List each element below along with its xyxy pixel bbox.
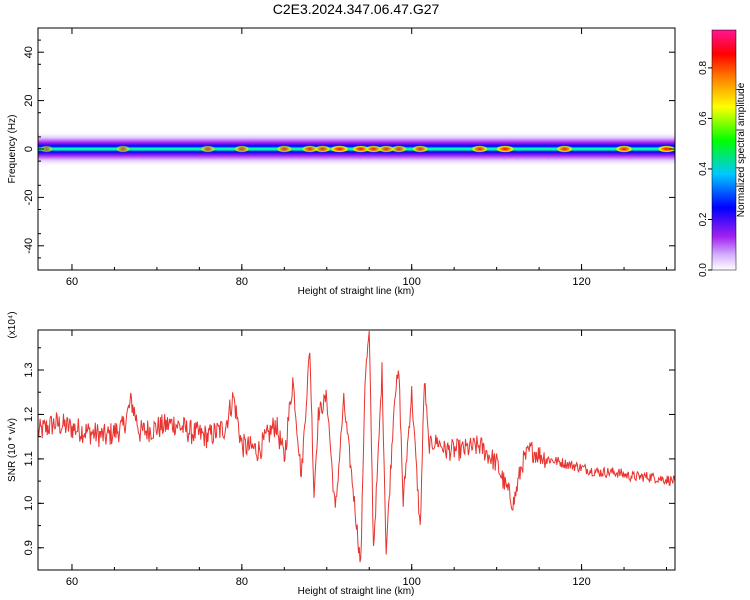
snr-ticks: 60 80 100 120 1.3 1.2 1.1 1.0 0.9 [23, 330, 675, 588]
snr-line-layer [38, 330, 675, 563]
y-tick-label: 1.0 [23, 496, 35, 511]
snr-series-line [38, 330, 675, 563]
hotspot-mark [314, 145, 332, 153]
hotspot-mark [39, 145, 54, 153]
hotspot-mark [377, 145, 395, 153]
hotspot-mark [470, 145, 489, 153]
hotspot-mark [555, 145, 574, 153]
x-tick-label: 60 [66, 576, 78, 588]
snr-ylabel: SNR (10 * v/v) [7, 418, 18, 482]
y-tick-label: 1.2 [23, 407, 35, 422]
x-tick-label: 100 [403, 576, 421, 588]
hotspot-mark [276, 145, 293, 153]
colorbar-label: Normalized spectral amplitude [736, 82, 747, 217]
x-tick-label: 80 [236, 576, 248, 588]
snr-plot-area [38, 330, 675, 570]
y-tick-label: 0 [23, 146, 35, 152]
colorbar-tick-label: 0.0 [698, 263, 709, 277]
hotspot-mark [364, 145, 383, 153]
hotspot-mark [301, 145, 319, 153]
hotspot-mark [329, 145, 350, 153]
snr-frame [37, 329, 676, 571]
y-tick-label: 40 [23, 46, 35, 58]
y-tick-label: 1.1 [23, 451, 35, 466]
colorbar-ticks: 0.0 0.2 0.4 0.6 0.8 [698, 61, 712, 277]
y-tick-label: -40 [23, 238, 35, 254]
y-tick-label: 0.9 [23, 540, 35, 555]
colorbar-tick-label: 0.2 [698, 212, 709, 226]
hotspot-mark [657, 145, 675, 153]
spectrogram-panel: 60 80 100 120 40 20 0 -20 -40 Height of straight… [7, 27, 676, 297]
spectrogram-xlabel: Height of straight line (km) [298, 286, 415, 297]
colorbar-scale [711, 29, 737, 271]
hotspot-mark [115, 145, 131, 153]
hotspot-mark [495, 145, 515, 153]
hotspot-mark [233, 145, 250, 153]
spectrogram-heat-layer [38, 131, 675, 167]
colorbar: 0.0 0.2 0.4 0.6 0.8 Normalized spectral ampl… [698, 29, 747, 277]
colorbar-tick-label: 0.8 [698, 61, 709, 75]
chart-title: C2E3.2024.347.06.47.G27 [273, 1, 440, 17]
hotspot-mark [411, 145, 429, 153]
snr-xlabel: Height of straight line (km) [298, 586, 415, 597]
x-tick-label: 80 [236, 276, 248, 288]
y-tick-label: -20 [23, 189, 35, 205]
hotspot-mark [390, 145, 408, 153]
hotspot-mark [351, 145, 370, 153]
spectrogram-ylabel: Frequency (Hz) [7, 115, 18, 184]
x-tick-label: 120 [572, 276, 590, 288]
snr-multiplier: (x10⁴) [7, 311, 18, 338]
hotspot-mark [614, 145, 634, 153]
spectrogram-ticks: 60 80 100 120 40 20 0 -20 -40 [23, 28, 675, 288]
hotspot-mark [200, 145, 216, 153]
y-tick-label: 1.3 [23, 362, 35, 377]
colorbar-tick-label: 0.4 [698, 162, 709, 176]
y-tick-label: 20 [23, 94, 35, 106]
snr-panel: 60 80 100 120 1.3 1.2 1.1 1.0 0.9 Height of stra… [7, 311, 676, 597]
x-tick-label: 120 [572, 576, 590, 588]
x-tick-label: 60 [66, 276, 78, 288]
x-tick-label: 100 [403, 276, 421, 288]
colorbar-tick-label: 0.6 [698, 111, 709, 125]
